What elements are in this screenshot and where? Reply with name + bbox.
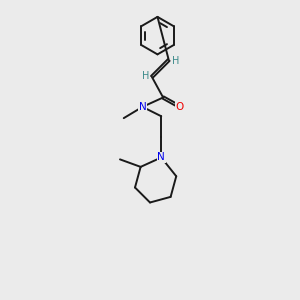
Text: N: N [158, 152, 165, 163]
Text: O: O [176, 102, 184, 112]
Text: H: H [142, 71, 149, 81]
Text: N: N [139, 102, 146, 112]
Text: H: H [172, 56, 179, 66]
